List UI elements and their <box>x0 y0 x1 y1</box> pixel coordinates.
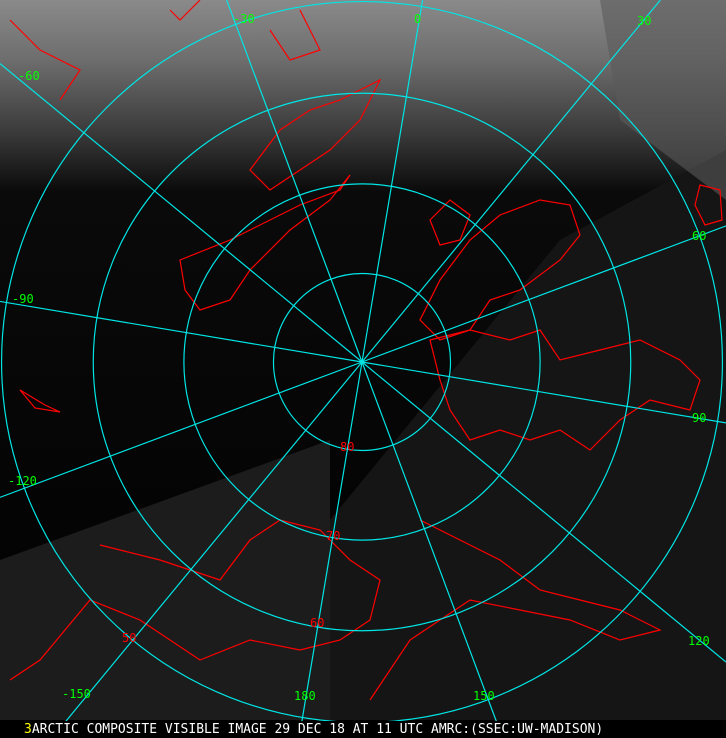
coastline-scandinavia <box>9 0 321 101</box>
coastline-small-island <box>19 389 61 413</box>
longitude-label: 60 <box>692 229 706 243</box>
latitude-label: 50 <box>122 631 136 645</box>
longitude-label: -150 <box>62 687 91 701</box>
latitude-label: 80 <box>340 440 354 454</box>
coastline-canadian-archipelago <box>429 329 701 451</box>
latitude-circle-80 <box>272 272 452 452</box>
longitude-label: 150 <box>473 689 495 703</box>
longitude-label: 0 <box>414 12 421 26</box>
image-caption-bar: 3ARCTIC COMPOSITE VISIBLE IMAGE 29 DEC 1… <box>0 721 726 738</box>
coastline-svalbard <box>429 199 471 246</box>
meridian--90 <box>0 300 363 363</box>
longitude-label: -90 <box>12 292 34 306</box>
coastline-siberia-west <box>179 174 351 311</box>
meridian-180 <box>298 361 363 738</box>
meridian--150 <box>51 361 363 738</box>
longitude-label: 180 <box>294 689 316 703</box>
caption-text: ARCTIC COMPOSITE VISIBLE IMAGE 29 DEC 18… <box>31 722 604 737</box>
meridian--30 <box>226 0 363 363</box>
longitude-label: 120 <box>688 634 710 648</box>
meridian-150 <box>361 361 504 738</box>
caption-prefix: 3 <box>24 722 32 737</box>
longitude-label: 90 <box>692 411 706 425</box>
longitude-label: -60 <box>18 69 40 83</box>
latitude-circle-60 <box>92 92 632 632</box>
latitude-label: 60 <box>310 616 324 630</box>
meridian--60 <box>0 63 363 363</box>
coastline-siberia-east <box>9 519 381 681</box>
longitude-label: -120 <box>8 474 37 488</box>
coastline-alaska <box>369 519 662 701</box>
longitude-label: 30 <box>637 14 651 28</box>
latitude-label: 70 <box>326 529 340 543</box>
meridian-0 <box>361 0 424 363</box>
coastline-novaya-zemlya <box>249 78 382 191</box>
meridian-60 <box>361 225 726 363</box>
meridian--120 <box>0 361 363 498</box>
meridian-30 <box>361 0 661 363</box>
meridian-120 <box>361 361 726 663</box>
coastline-iceland <box>694 184 723 226</box>
longitude-label: -30 <box>233 12 255 26</box>
latitude-circle-70 <box>183 183 541 541</box>
meridian-90 <box>361 361 726 424</box>
